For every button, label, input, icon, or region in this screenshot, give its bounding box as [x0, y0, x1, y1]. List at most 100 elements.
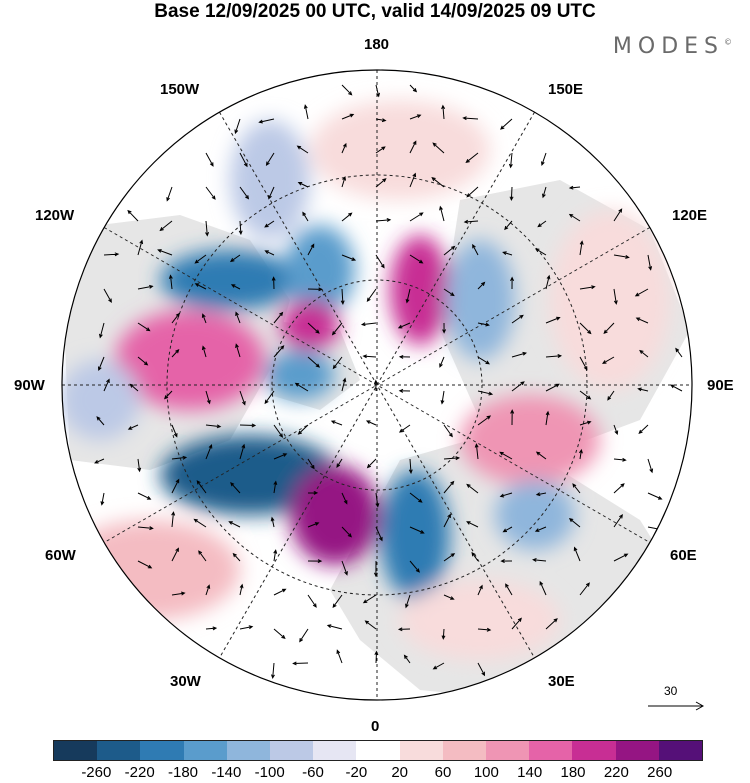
lon-label-30e: 30E	[548, 673, 575, 690]
wind-vector	[375, 178, 387, 188]
wind-vector	[96, 416, 105, 426]
colorbar-tick-label: 20	[391, 764, 408, 781]
wind-vector	[542, 186, 547, 199]
wind-vector	[341, 212, 353, 222]
wind-vector	[336, 458, 343, 469]
wind-vector	[302, 211, 309, 222]
wind-vector	[602, 356, 615, 364]
wind-vector	[409, 172, 417, 188]
colorbar-swatch	[658, 741, 703, 760]
colorbar-swatch	[270, 741, 314, 760]
wind-vector	[647, 492, 663, 500]
wind-vector	[273, 424, 284, 438]
wind-vector	[613, 553, 629, 562]
wind-vector	[362, 594, 377, 604]
wind-vector	[463, 219, 479, 224]
wind-vector	[307, 322, 320, 334]
wind-vector	[443, 553, 456, 562]
wind-vector	[307, 522, 320, 528]
wind-vector	[613, 288, 618, 305]
wind-vector	[442, 322, 447, 334]
wind-vector	[373, 560, 378, 578]
wind-vector	[477, 662, 486, 677]
colorbar-tick-label: -260	[81, 764, 112, 781]
wind-vector	[477, 281, 486, 290]
wind-vector	[535, 492, 547, 497]
colorbar-tick-label: 260	[647, 764, 673, 781]
wind-vector	[532, 558, 547, 562]
wind-vector	[374, 650, 379, 664]
colorbar-swatch	[615, 741, 659, 760]
colorbar	[53, 740, 703, 761]
wind-vector	[375, 84, 380, 98]
colorbar-tick-label: -180	[167, 764, 199, 781]
wind-vector	[239, 390, 246, 406]
colorbar-swatch	[183, 741, 227, 760]
wind-vector	[375, 146, 386, 154]
wind-vector	[405, 594, 411, 609]
wind-vector	[579, 390, 592, 400]
wind-vector	[238, 220, 243, 236]
wind-vector	[647, 458, 654, 474]
colorbar-swatch	[97, 741, 141, 760]
wind-vector	[408, 458, 413, 475]
wind-vector	[137, 526, 154, 531]
wind-vector	[341, 560, 348, 576]
wind-vector	[613, 208, 623, 222]
wind-vector	[508, 152, 513, 169]
wind-vector	[504, 220, 513, 231]
wind-vector	[296, 145, 309, 154]
colorbar-tick-label: 100	[473, 764, 499, 781]
wind-vector	[331, 322, 343, 336]
wind-vector	[366, 288, 377, 303]
wind-vector	[541, 152, 547, 167]
colorbar-tick-label: -140	[211, 764, 242, 781]
colorbar-swatch	[54, 741, 98, 760]
wind-vector	[270, 516, 275, 528]
lon-label-60e: 60E	[670, 547, 697, 564]
lon-label-120w: 120W	[35, 207, 75, 224]
wind-vector	[409, 526, 425, 534]
wind-vector	[579, 285, 596, 290]
wind-vector	[205, 584, 211, 596]
colorbar-ticks: -260 -220 -180 -140 -100 -60 -20 20 60 100 140 180 2…	[0, 764, 750, 782]
wind-vector	[375, 526, 383, 542]
wind-vector	[137, 458, 142, 473]
wind-vector	[670, 384, 683, 392]
wind-vector	[405, 288, 411, 304]
wind-vector	[273, 549, 278, 562]
wind-vector	[613, 254, 630, 259]
wind-vector	[239, 583, 244, 596]
wind-vector	[403, 654, 411, 664]
wind-vector	[127, 209, 139, 222]
wind-vector	[440, 390, 445, 405]
wind-vector	[462, 116, 479, 121]
wind-reference-vector	[648, 701, 705, 711]
wind-vector	[171, 312, 180, 324]
wind-vector	[545, 618, 558, 630]
wind-vector	[341, 175, 346, 188]
wind-vector	[443, 424, 453, 438]
wind-vector	[637, 387, 649, 392]
wind-vector	[193, 518, 207, 528]
copyright-mark: ©	[724, 37, 732, 47]
wind-vector	[607, 390, 615, 401]
wind-vector	[499, 492, 513, 498]
colorbar-tick-label: 180	[560, 764, 586, 781]
wind-vector	[502, 251, 513, 256]
wind-vector	[307, 594, 317, 608]
wind-vector	[409, 560, 420, 573]
modes-logo: MODES©	[613, 34, 732, 59]
wind-vector	[264, 390, 275, 405]
wind-vector	[362, 354, 377, 359]
wind-vector	[341, 254, 357, 261]
wind-vector	[273, 311, 284, 324]
colorbar-tick-label: 140	[517, 764, 543, 781]
wind-vector	[545, 274, 551, 290]
wind-vector	[235, 343, 241, 358]
wind-vector	[99, 322, 105, 339]
wind-vector	[477, 584, 483, 596]
colorbar-tick-label: -220	[124, 764, 155, 781]
wind-vector	[439, 205, 445, 222]
wind-vector	[579, 322, 592, 335]
